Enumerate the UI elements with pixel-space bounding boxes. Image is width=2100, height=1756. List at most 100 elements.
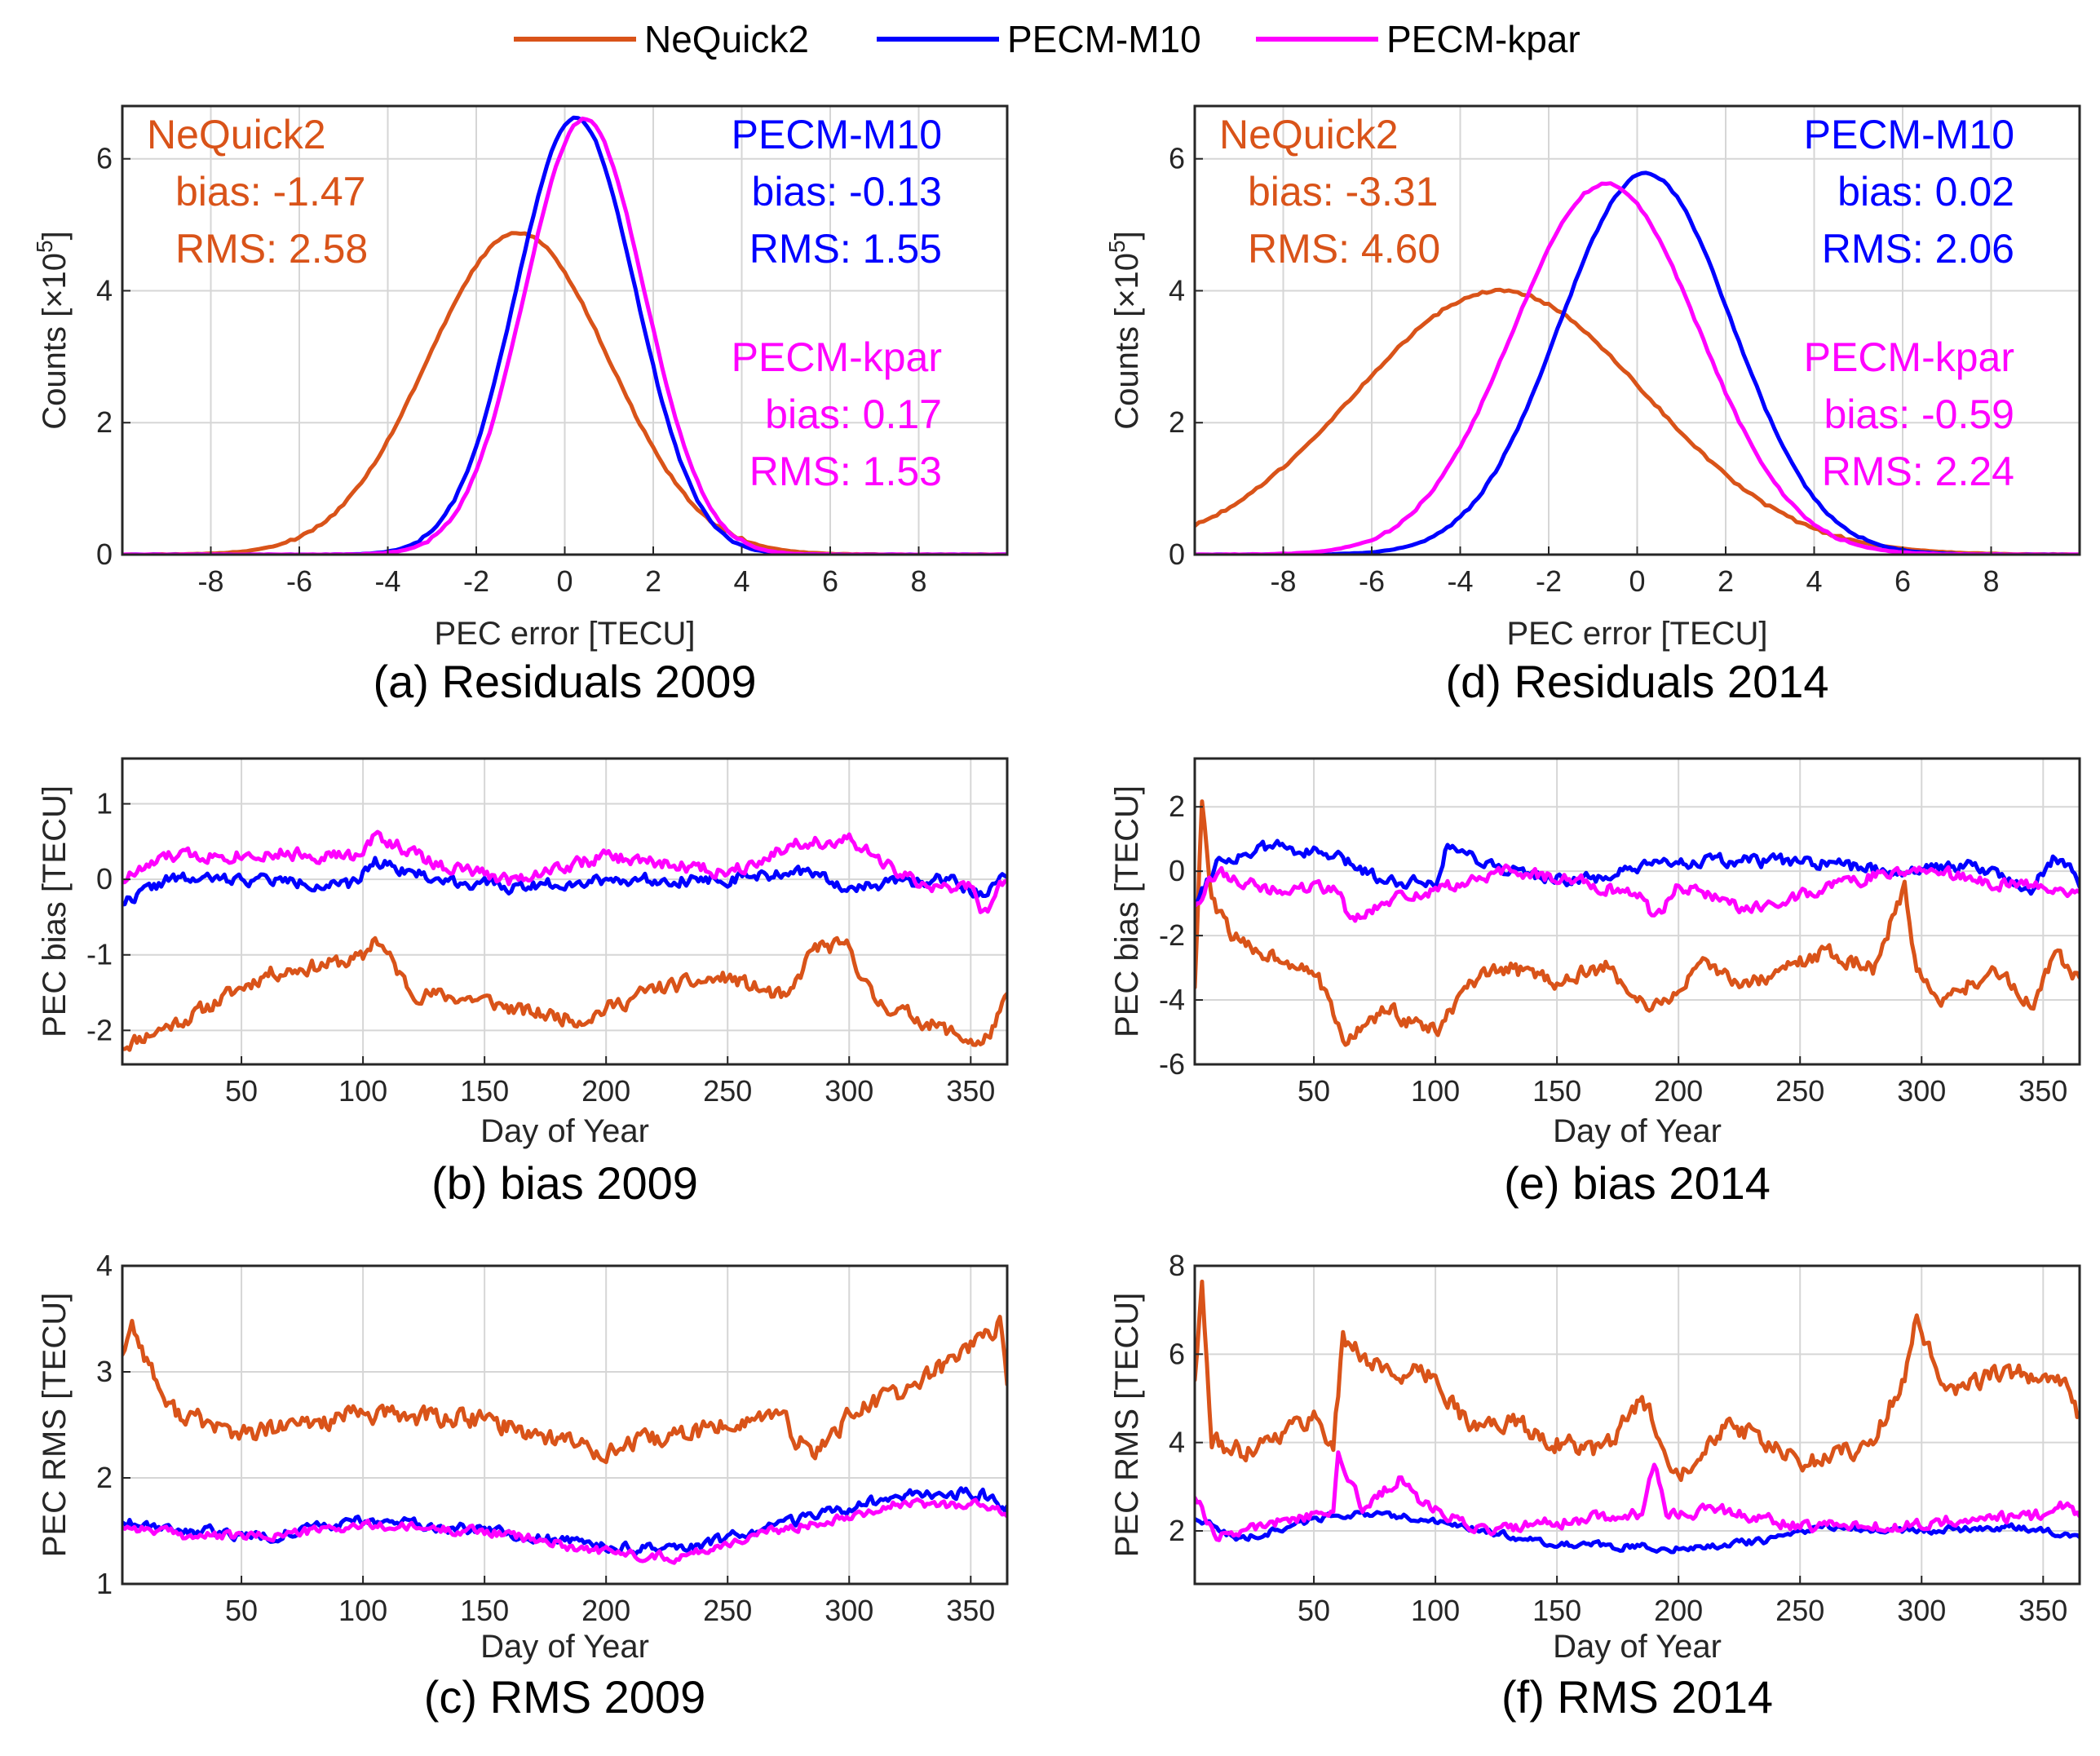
series-line-pecm-kpar (1195, 1450, 2080, 1542)
plot-frame (121, 757, 1009, 1066)
y-axis-label: PEC RMS [TECU] (37, 1293, 73, 1557)
y-tick-label: 0 (96, 862, 113, 896)
x-tick-label: 350 (946, 1074, 995, 1108)
x-tick-label: 50 (225, 1074, 258, 1108)
x-tick-label: 100 (1411, 1594, 1460, 1627)
y-tick-label: 0 (96, 537, 113, 571)
x-tick-label: 250 (703, 1074, 752, 1108)
y-tick-label: 6 (96, 142, 113, 175)
series-line-pecm-kpar (122, 1497, 1007, 1565)
y-tick-label: 4 (96, 273, 113, 307)
annotation-line: RMS: 4.60 (1248, 226, 1440, 272)
legend-label: PECM-kpar (1386, 18, 1581, 60)
series-line-pecm-kpar (122, 829, 1007, 914)
x-tick-label: 8 (1983, 564, 1999, 598)
x-tick-label: 300 (825, 1594, 873, 1627)
annotation-line: bias: -0.59 (1824, 391, 2014, 437)
x-tick-label: -2 (1536, 564, 1562, 598)
y-tick-label: 4 (1169, 273, 1185, 307)
annotation-line: RMS: 2.06 (1822, 226, 2014, 272)
y-tick-label: -2 (86, 1013, 113, 1046)
series-line-nequick2 (122, 936, 1007, 1052)
x-tick-label: 6 (822, 564, 838, 598)
annotation-line: bias: -1.47 (175, 169, 365, 215)
panel-caption: (e) bias 2014 (1504, 1157, 1771, 1209)
x-tick-label: 100 (338, 1074, 387, 1108)
x-tick-label: 300 (1897, 1594, 1946, 1627)
x-tick-label: 4 (1806, 564, 1822, 598)
annotation-line: PECM-M10 (1804, 112, 2014, 157)
x-tick-label: 0 (1629, 564, 1645, 598)
x-tick-label: 350 (946, 1594, 995, 1627)
y-axis-label: Counts [×105] (1104, 231, 1145, 430)
series-line-pecm-m10 (1195, 838, 2080, 909)
x-tick-label: 350 (2018, 1074, 2067, 1108)
y-tick-label: 2 (1169, 1514, 1185, 1547)
x-tick-label: 350 (2018, 1594, 2067, 1627)
chart-f: 50 100 150 200 250 300 350 2 4 6 8 Day of Year PEC R… (1109, 1249, 2081, 1723)
x-tick-label: 50 (1298, 1074, 1330, 1108)
annotation-line: RMS: 2.24 (1822, 449, 2014, 494)
annotation-line: bias: -3.31 (1248, 169, 1438, 215)
x-axis-label: Day of Year (480, 1629, 649, 1665)
plot-frame (1193, 1264, 2081, 1586)
annotation-nequick2: NeQuick2 bias: -3.31 RMS: 4.60 (1219, 112, 1440, 272)
legend-label: NeQuick2 (644, 18, 809, 60)
y-tick-label: 6 (1169, 142, 1185, 175)
annotation-line: bias: -0.13 (752, 169, 942, 215)
panels: -8 -6 -4 -2 0 2 4 6 8 0 2 4 6 PEC error [TECU] Counts … (32, 104, 2081, 1723)
x-tick-label: 50 (225, 1594, 258, 1627)
x-tick-label: 6 (1894, 564, 1911, 598)
y-tick-label: 2 (1169, 405, 1185, 439)
y-tick-label: 2 (96, 405, 113, 439)
x-tick-label: -6 (1359, 564, 1385, 598)
legend-label: PECM-M10 (1007, 18, 1201, 60)
plot-frame (1193, 757, 2081, 1066)
panel-caption: (a) Residuals 2009 (373, 656, 756, 707)
annotation-line: PECM-kpar (732, 334, 942, 380)
panel-caption: (f) RMS 2014 (1501, 1671, 1773, 1723)
series-line-pecm-m10 (122, 856, 1007, 907)
x-tick-label: 300 (1897, 1074, 1946, 1108)
x-tick-label: 2 (645, 564, 661, 598)
y-tick-label: 2 (1169, 790, 1185, 823)
y-tick-label: 1 (96, 787, 113, 820)
x-tick-label: 200 (1654, 1074, 1703, 1108)
y-tick-label: 8 (1169, 1249, 1185, 1282)
y-tick-label: 2 (96, 1461, 113, 1494)
x-tick-label: 8 (910, 564, 926, 598)
panel-caption: (c) RMS 2009 (424, 1671, 705, 1723)
x-axis-label: PEC error [TECU] (434, 616, 695, 652)
x-tick-label: -6 (286, 564, 312, 598)
y-tick-label: -1 (86, 938, 113, 971)
x-tick-label: 2 (1718, 564, 1734, 598)
x-tick-label: 150 (460, 1594, 509, 1627)
x-tick-label: 100 (338, 1594, 387, 1627)
annotation-line: RMS: 2.58 (175, 226, 368, 272)
x-axis-label: Day of Year (1553, 1113, 1722, 1149)
x-tick-label: 0 (556, 564, 573, 598)
series-line-nequick2 (1195, 799, 2080, 1047)
x-tick-label: 250 (1775, 1074, 1824, 1108)
annotation-pecm-m10: PECM-M10 bias: -0.13 RMS: 1.55 (732, 112, 942, 272)
y-tick-label: 6 (1169, 1337, 1185, 1370)
legend-item-pecm-m10: PECM-M10 (877, 18, 1201, 60)
y-axis-label: PEC bias [TECU] (37, 785, 73, 1037)
chart-d: -8 -6 -4 -2 0 2 4 6 8 0 2 4 6 PEC error [TECU] Counts … (1104, 104, 2081, 707)
annotation-line: PECM-M10 (732, 112, 942, 157)
y-tick-label: 4 (96, 1249, 113, 1282)
x-tick-label: -4 (374, 564, 400, 598)
annotation-line: RMS: 1.55 (749, 226, 942, 272)
x-tick-label: -4 (1447, 564, 1473, 598)
annotation-pecm-kpar: PECM-kpar bias: -0.59 RMS: 2.24 (1804, 334, 2014, 494)
y-tick-label: -6 (1159, 1047, 1185, 1081)
annotation-pecm-m10: PECM-M10 bias: 0.02 RMS: 2.06 (1804, 112, 2014, 272)
x-tick-label: -2 (463, 564, 489, 598)
legend-item-nequick2: NeQuick2 (514, 18, 809, 60)
x-axis-label: Day of Year (1553, 1629, 1722, 1665)
plot-frame (121, 1264, 1009, 1586)
x-tick-label: 200 (1654, 1594, 1703, 1627)
y-axis-label: PEC bias [TECU] (1109, 785, 1145, 1037)
y-tick-label: -4 (1159, 983, 1185, 1016)
